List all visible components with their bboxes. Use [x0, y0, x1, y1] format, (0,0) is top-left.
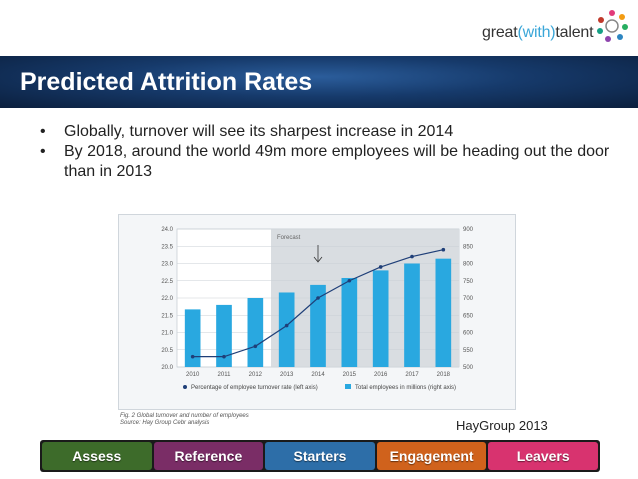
x-axis-tick: 2017: [405, 372, 419, 378]
tab-assess[interactable]: Assess: [42, 442, 152, 470]
attrition-chart: Forecast 20.0 20.5 21.0 21.5 22.0 22.5 23.0 23.5…: [161, 227, 474, 391]
turnover-point-2012: [253, 344, 258, 349]
brand-suffix: talent: [555, 24, 594, 41]
bar-2011: [216, 304, 232, 367]
chart-caption-source: Source: Hay Group Cebr analysis: [120, 420, 210, 426]
tab-starters[interactable]: Starters: [265, 442, 375, 470]
turnover-point-2011: [222, 354, 226, 359]
right-axis-tick: 500: [463, 365, 474, 371]
turnover-point-2016: [378, 265, 383, 269]
chart-caption: Fig. 2 Global turnover and number of emp…: [120, 413, 249, 427]
turnover-point-2017: [410, 254, 414, 259]
turnover-point-2013: [284, 323, 289, 328]
bullet-dot: •: [40, 143, 46, 160]
right-axis-tick: 700: [463, 296, 474, 302]
bullet-dot: •: [40, 123, 46, 140]
left-axis-tick: 23.5: [161, 244, 173, 250]
bar-2012: [247, 298, 264, 367]
bar-2015: [341, 277, 358, 367]
x-axis-tick: 2013: [280, 372, 294, 378]
slide-title: Predicted Attrition Rates: [20, 68, 313, 96]
tab-reference[interactable]: Reference: [153, 442, 264, 470]
x-axis-tick: 2012: [249, 372, 263, 378]
bullet-list: • Globally, turnover will see its sharpes…: [40, 122, 620, 182]
legend-line-label: Percentage of employee turnover rate (le…: [191, 385, 318, 391]
chart-frame: Forecast 20.0 20.5 21.0 21.5 22.0 22.5 23.0 23.5…: [118, 214, 516, 410]
legend-line-swatch: [183, 385, 187, 389]
x-axis-tick: 2010: [186, 372, 200, 378]
brand-middle: (with): [517, 24, 556, 41]
turnover-point-2010: [190, 354, 195, 359]
right-axis-tick: 650: [463, 313, 474, 319]
chart-caption-title: Fig. 2 Global turnover and number of emp…: [120, 413, 249, 419]
left-axis-tick: 22.0: [161, 296, 173, 302]
left-axis-tick: 21.5: [161, 313, 173, 319]
forecast-label: Forecast: [277, 235, 301, 241]
x-axis-tick: 2018: [437, 372, 451, 378]
right-axis-tick: 850: [463, 244, 474, 250]
brand-wordmark: great(with)talent: [482, 24, 594, 42]
turnover-point-2015: [347, 278, 352, 283]
x-axis-tick: 2016: [374, 372, 388, 378]
x-axis-tick: 2015: [343, 372, 357, 378]
bullet-item: • By 2018, around the world 49m more empl…: [40, 142, 620, 182]
tab-engagement[interactable]: Engagement: [376, 442, 487, 470]
source-note: HayGroup 2013: [456, 418, 548, 433]
legend-bar-swatch: [345, 384, 351, 389]
x-axis-tick: 2014: [311, 372, 325, 378]
left-axis-tick: 24.0: [161, 227, 173, 233]
turnover-point-2014: [316, 296, 320, 300]
right-axis-tick: 900: [463, 227, 474, 233]
brand-people-logo-icon: [597, 10, 628, 42]
bullet-text: By 2018, around the world 49m more emplo…: [64, 143, 610, 180]
left-axis-tick: 20.0: [161, 365, 173, 371]
right-axis-tick: 600: [463, 331, 474, 337]
bullet-item: • Globally, turnover will see its sharpes…: [40, 122, 620, 142]
brand-prefix: great: [482, 24, 518, 41]
forecast-arrow-head-icon: [313, 256, 323, 263]
left-axis-tick: 21.0: [161, 331, 173, 337]
bar-2018: [435, 258, 452, 367]
bar-2017: [404, 263, 420, 367]
bar-2016: [372, 270, 389, 367]
left-axis-tick: 23.0: [161, 262, 173, 268]
right-axis-tick: 800: [463, 262, 474, 268]
tab-leavers[interactable]: Leavers: [488, 442, 598, 470]
x-axis-tick: 2011: [218, 372, 232, 378]
bar-2013: [278, 292, 295, 367]
stage-tab-bar: Assess Reference Starters Engagement Leavers: [40, 440, 600, 472]
turnover-point-2018: [441, 247, 446, 252]
title-bar: Predicted Attrition Rates: [0, 56, 638, 108]
bar-2014: [310, 284, 326, 367]
right-axis-tick: 750: [463, 279, 474, 285]
legend-bar-label: Total employees in millions (right axis): [355, 385, 456, 391]
left-axis-tick: 22.5: [161, 279, 173, 285]
right-axis-tick: 550: [463, 348, 474, 354]
bar-2010: [184, 309, 201, 367]
left-axis-tick: 20.5: [161, 348, 173, 354]
bullet-text: Globally, turnover will see its sharpest…: [64, 123, 454, 140]
